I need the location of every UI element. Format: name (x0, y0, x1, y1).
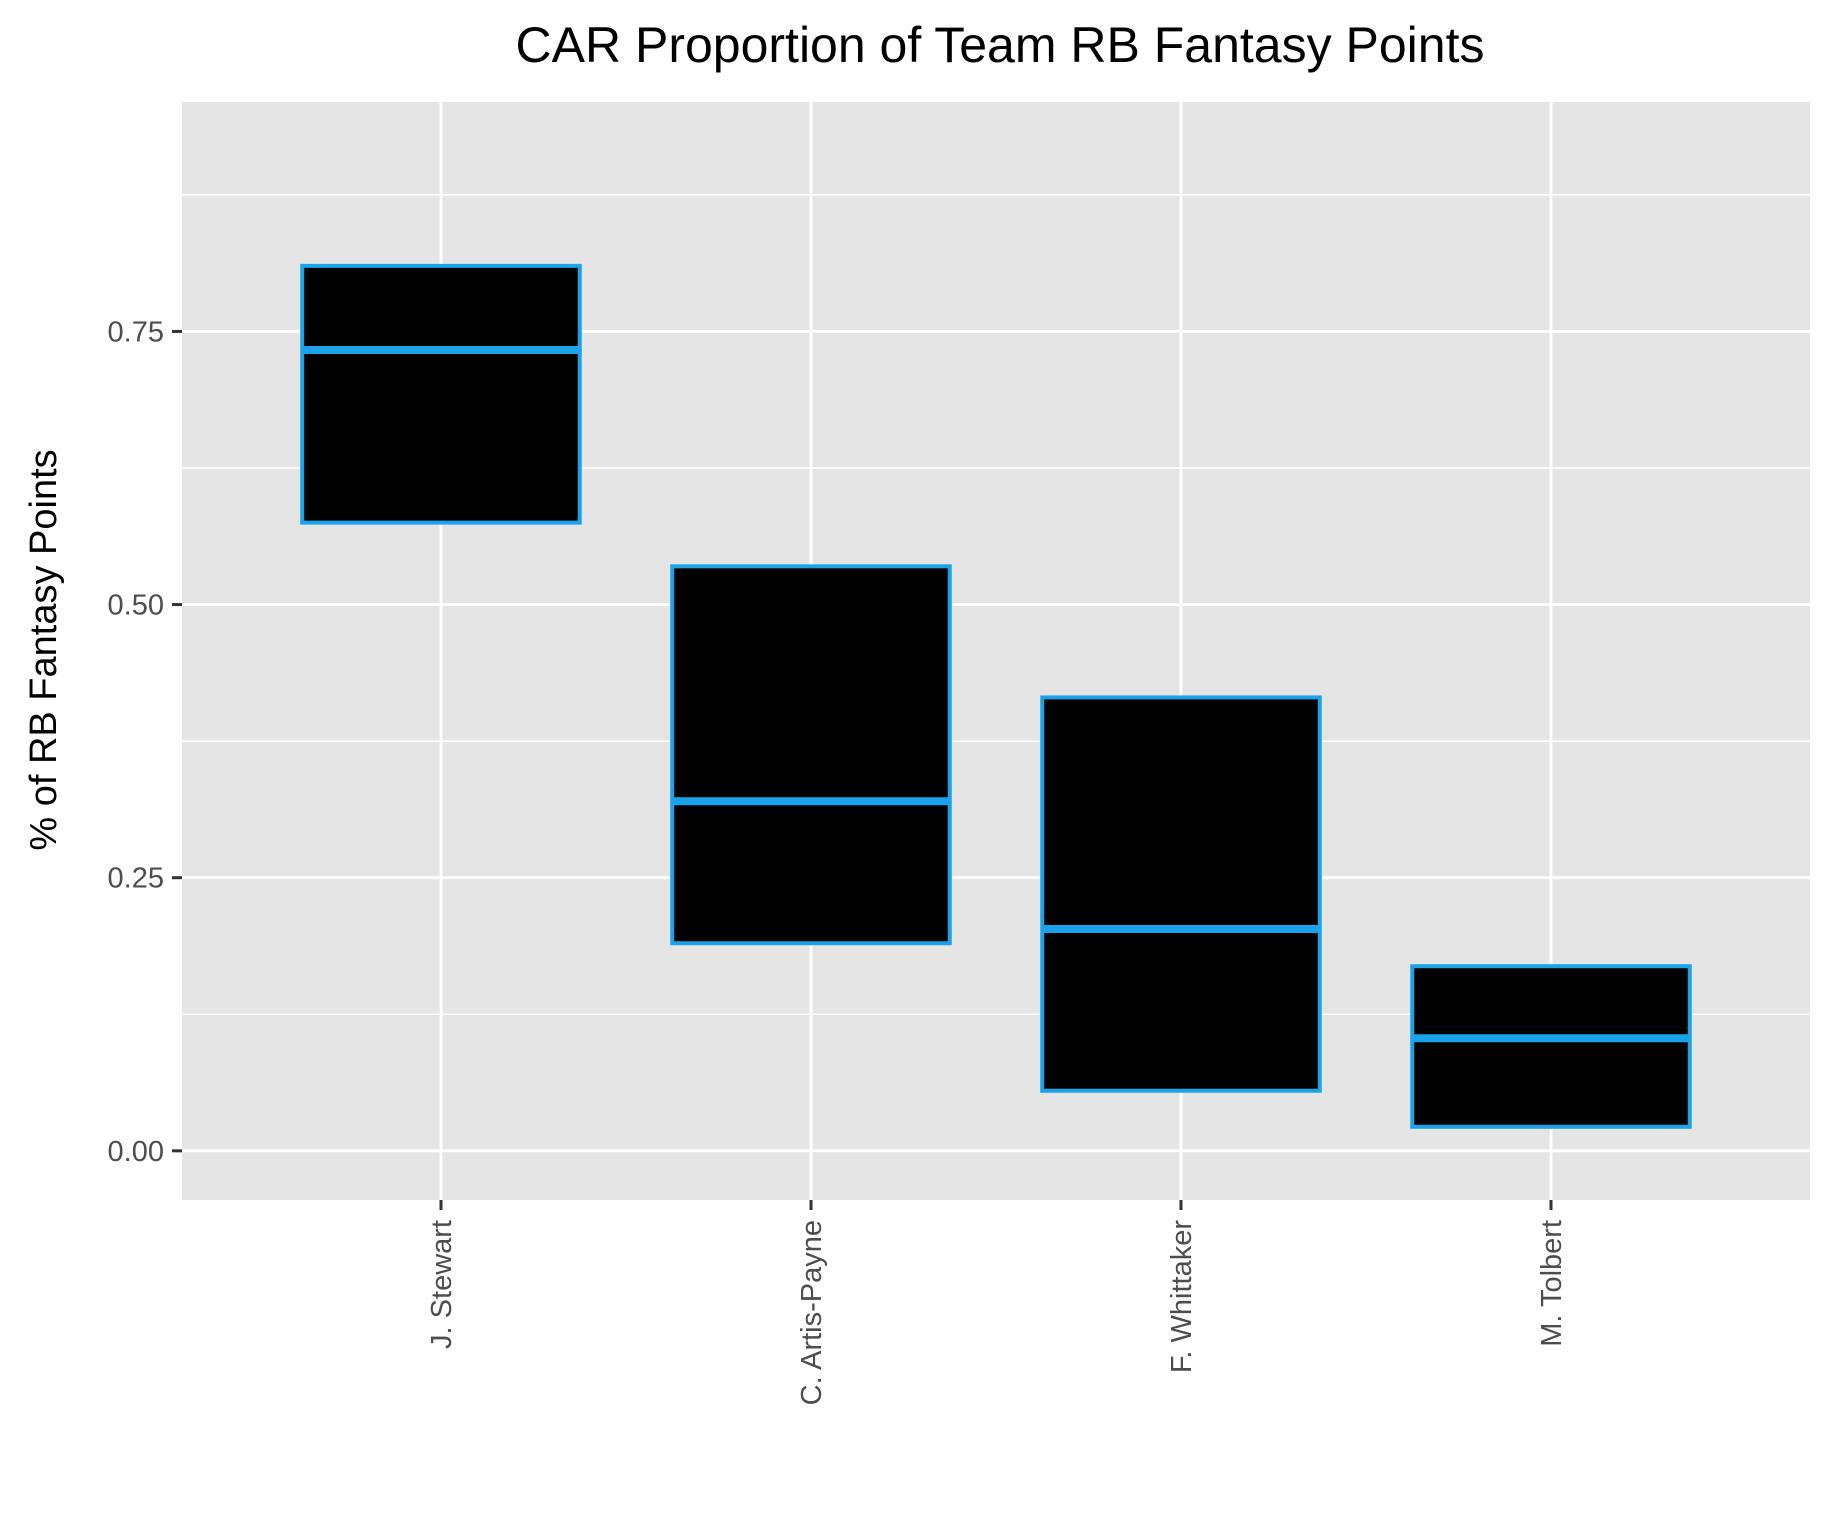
y-tick-label: 0.25 (108, 863, 164, 895)
box-m-tolbert (1410, 964, 1692, 1129)
x-tick-label: C. Artis-Payne (796, 1220, 828, 1405)
y-tick-label: 0.50 (108, 590, 164, 622)
y-tick-label: 0.75 (108, 316, 164, 348)
box-f-whittaker (1040, 695, 1322, 1093)
y-tick-label: 0.00 (108, 1136, 164, 1168)
box-j-stewart (300, 263, 582, 525)
box-layer (300, 263, 1692, 1129)
y-axis-title: % of RB Fantasy Points (23, 449, 65, 850)
chart-title: CAR Proportion of Team RB Fantasy Points (516, 17, 1485, 73)
x-tick-label: J. Stewart (426, 1220, 458, 1349)
box-c-artis-payne (670, 564, 952, 946)
x-tick-label: M. Tolbert (1536, 1220, 1568, 1347)
x-tick-label: F. Whittaker (1166, 1220, 1198, 1373)
axis-layer: 0.00 0.25 0.50 0.75 J. Stewart C. Artis-Payne… (108, 316, 1568, 1405)
